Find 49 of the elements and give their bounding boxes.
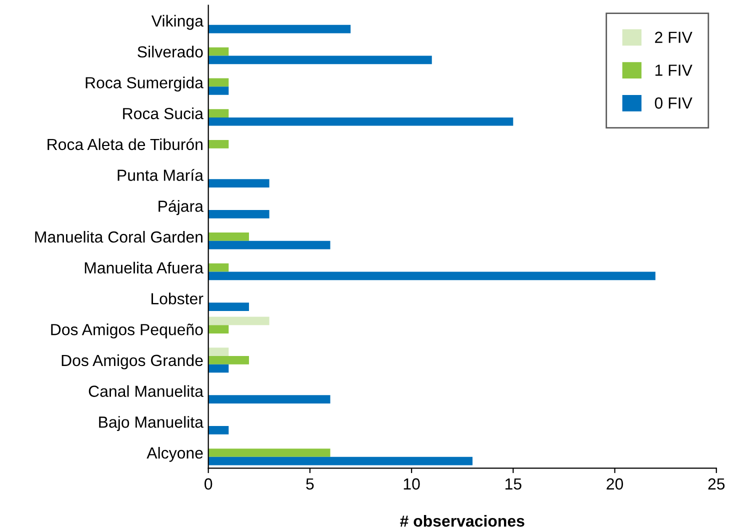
y-tick-label: Punta María (118, 169, 204, 181)
bar (208, 232, 249, 241)
x-tick-label: 20 (606, 478, 624, 490)
y-tick-label: Alcyone (146, 446, 203, 462)
y-tick-label: Manuelita Afuera (84, 262, 204, 274)
bar (208, 325, 229, 334)
x-tick-label: 0 (204, 478, 212, 490)
bar (208, 56, 432, 64)
bar (208, 364, 229, 373)
bar (208, 140, 229, 148)
y-tick-label: Pájara (158, 200, 204, 216)
x-tick-label: 25 (708, 478, 725, 490)
y-tick-label: Dos Amigos Pequeño (51, 324, 203, 338)
bar (208, 86, 229, 95)
x-tick-label: 10 (404, 478, 420, 490)
y-tick-label: Bajo Manuelita (99, 416, 204, 431)
bar (208, 47, 229, 56)
y-tick-label: Dos Amigos Grande (62, 354, 203, 370)
bar (208, 316, 270, 326)
y-tick-label: Roca Sumergida (86, 76, 204, 92)
x-tick-label: 15 (506, 478, 522, 490)
bar (208, 348, 229, 356)
bar (208, 395, 330, 404)
y-tick-label: Manuelita Coral Garden (35, 230, 202, 243)
bar (208, 456, 473, 466)
y-tick-label: Roca Sucia (123, 108, 204, 120)
y-tick-label: Lobster (152, 292, 204, 304)
x-tick-label: 5 (306, 478, 314, 490)
bar (208, 240, 330, 250)
x-axis-title: # observaciones (400, 515, 524, 527)
y-tick-label: Canal Manuelita (88, 385, 204, 397)
bar (208, 78, 229, 87)
y-tick-label: Vikinga (151, 14, 204, 30)
legend-label: 1 FIV (655, 64, 692, 76)
bar (208, 210, 270, 218)
bar (208, 426, 229, 434)
bar (208, 272, 656, 280)
bar (208, 302, 249, 311)
bar (208, 263, 229, 272)
legend-label: 0 FIV (654, 97, 692, 109)
bar (208, 448, 330, 457)
legend-label: 2 FIV (655, 32, 692, 43)
bar (208, 356, 249, 364)
bar (208, 179, 270, 188)
bar (208, 24, 351, 34)
y-tick-label: Silverado (138, 46, 203, 58)
y-tick-label: Roca Aleta de Tiburón (48, 138, 202, 150)
bar (208, 109, 229, 118)
bar (208, 117, 514, 126)
